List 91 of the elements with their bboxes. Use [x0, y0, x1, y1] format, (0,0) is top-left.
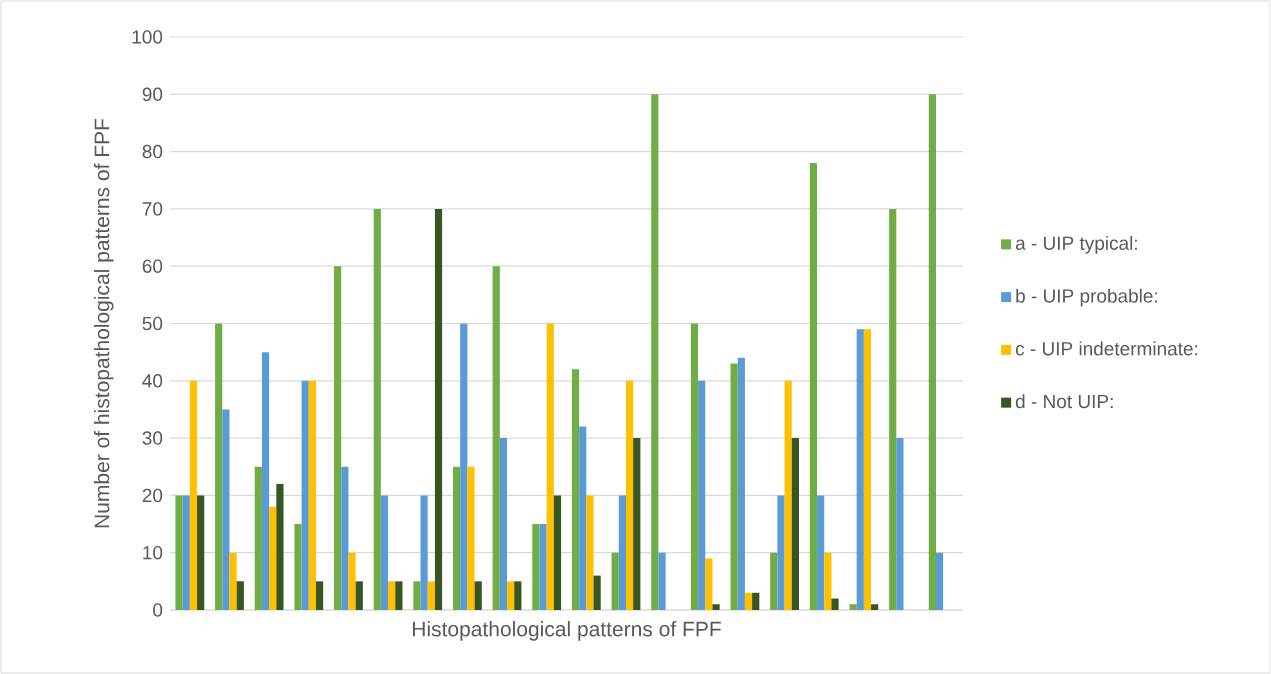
y-tick-label: 0 [153, 603, 163, 617]
bar [625, 380, 634, 610]
y-tick-label: 10 [143, 545, 163, 560]
bar [175, 495, 183, 610]
bar [571, 369, 580, 610]
bar [507, 581, 515, 610]
bar [546, 323, 554, 610]
y-tick-label: 70 [142, 202, 163, 216]
bar [413, 581, 421, 610]
bar [896, 438, 904, 610]
bar [928, 94, 936, 610]
bar [348, 552, 356, 610]
bar [532, 524, 540, 610]
bar [784, 380, 792, 610]
bar [355, 581, 363, 610]
bar [373, 208, 381, 610]
legend-label: b - UIP probable: [1016, 288, 1157, 307]
bar [315, 581, 324, 610]
bar [889, 208, 897, 610]
bar [261, 352, 270, 610]
bar [579, 426, 587, 610]
y-tick-label: 40 [142, 374, 163, 388]
bar [935, 552, 944, 610]
bar [712, 604, 720, 610]
bar [698, 380, 706, 610]
bar [553, 495, 562, 610]
bar [871, 604, 879, 610]
bar [229, 552, 237, 610]
bar [737, 357, 745, 610]
bar [856, 329, 864, 610]
legend-label: a - UIP typical: [1015, 235, 1137, 254]
bar [831, 598, 839, 610]
bar [301, 380, 309, 610]
bar [514, 581, 522, 610]
bar [586, 495, 594, 610]
y-tick-label: 30 [142, 431, 163, 445]
bar [276, 483, 284, 610]
bar [380, 495, 389, 610]
bar [863, 329, 872, 610]
y-tick-label: 50 [142, 316, 163, 331]
bar [189, 380, 198, 610]
bar [197, 495, 205, 610]
bar [427, 581, 435, 610]
legend-label: d - Not UIP: [1015, 394, 1113, 409]
bar [222, 409, 230, 610]
y-tick-label: 100 [132, 30, 163, 44]
bar [705, 558, 713, 610]
bar [849, 604, 857, 610]
bar [294, 524, 302, 610]
bar [791, 438, 799, 610]
bar [752, 592, 760, 610]
bar [651, 94, 659, 610]
bar [269, 506, 277, 610]
bar [593, 575, 601, 610]
y-tick-label: 80 [142, 144, 163, 159]
bar [341, 466, 349, 610]
bar [254, 466, 262, 610]
bar [777, 495, 785, 610]
bar [499, 438, 508, 610]
bar [467, 466, 475, 610]
bar [420, 495, 428, 610]
legend-label: c - UIP indeterminate: [1015, 341, 1198, 356]
bar [334, 266, 342, 610]
bar [618, 495, 626, 610]
bar [236, 581, 244, 610]
y-tick-label: 60 [142, 259, 163, 273]
bar [744, 592, 753, 610]
y-tick-label: 20 [142, 488, 163, 503]
bar [539, 524, 547, 610]
bar [395, 581, 403, 610]
bar [182, 495, 190, 610]
bar [770, 552, 778, 610]
bar [809, 163, 818, 610]
bar [817, 495, 825, 610]
bar [658, 552, 666, 610]
bar [308, 380, 316, 610]
y-axis-title: Number of histopathological patterns of FPF [93, 118, 114, 528]
bar [215, 323, 223, 610]
bar [388, 581, 396, 610]
x-axis-title: Histopathological patterns of FPF [412, 621, 721, 641]
bar [611, 552, 619, 610]
bar [690, 323, 699, 610]
bar [460, 323, 468, 610]
y-tick-label: 90 [142, 87, 163, 102]
bar [474, 581, 482, 610]
bar [434, 208, 443, 610]
bar [824, 552, 832, 610]
bar [492, 266, 500, 610]
bar [730, 363, 738, 610]
bar [633, 438, 641, 610]
bar [452, 466, 461, 610]
